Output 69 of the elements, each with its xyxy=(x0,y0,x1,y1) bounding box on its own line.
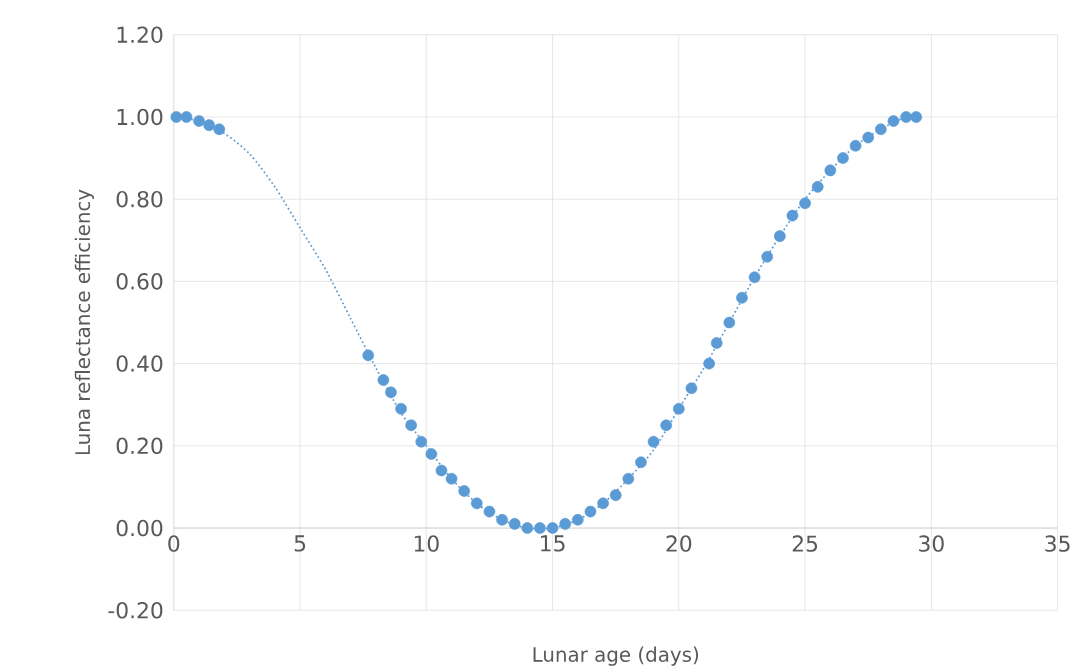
y-tick-label: 0.80 xyxy=(116,191,163,208)
point xyxy=(425,448,438,460)
point xyxy=(521,522,534,534)
y-tick-label: 0.20 xyxy=(116,437,163,455)
y-tick-label: 1.20 xyxy=(117,26,163,44)
y-axis-title: Luna reflectance efficiency xyxy=(74,189,94,455)
point xyxy=(647,435,660,448)
point xyxy=(609,489,622,502)
point xyxy=(875,123,887,136)
point xyxy=(824,164,837,177)
x-tick-label: 25 xyxy=(792,535,818,552)
y-tick-label: 0.60 xyxy=(116,273,163,290)
point xyxy=(799,197,811,210)
point xyxy=(483,505,496,518)
point xyxy=(377,374,390,386)
point xyxy=(180,111,193,123)
point xyxy=(584,505,597,518)
point xyxy=(660,419,673,432)
x-tick-label: 30 xyxy=(919,535,944,552)
point xyxy=(559,518,572,530)
point xyxy=(193,115,205,127)
point xyxy=(470,497,483,510)
point xyxy=(415,435,428,448)
point xyxy=(170,111,183,123)
point xyxy=(496,514,508,526)
point xyxy=(534,522,546,534)
point xyxy=(405,419,417,432)
point xyxy=(761,250,774,263)
point xyxy=(887,115,900,127)
x-axis-title: Lunar age (days) xyxy=(533,646,699,666)
point xyxy=(910,111,923,123)
y-tick-label: 0.00 xyxy=(116,519,163,537)
point xyxy=(900,111,912,123)
point xyxy=(362,349,375,362)
point xyxy=(213,123,226,136)
x-tick-label: 20 xyxy=(666,535,692,552)
point xyxy=(635,456,647,469)
point xyxy=(710,337,723,349)
point xyxy=(849,139,862,152)
point xyxy=(811,181,824,193)
y-tick-label: 1.00 xyxy=(117,108,163,126)
x-tick-label: 0 xyxy=(168,535,180,552)
point xyxy=(837,152,849,164)
point xyxy=(203,119,215,132)
x-tick-label: 15 xyxy=(541,535,565,552)
point xyxy=(748,271,761,284)
point xyxy=(685,382,698,395)
point xyxy=(862,131,875,144)
point xyxy=(673,403,685,415)
y-tick-label: 0.40 xyxy=(116,355,163,372)
point xyxy=(395,403,407,415)
point xyxy=(546,522,559,534)
point xyxy=(597,497,609,510)
point xyxy=(445,472,458,485)
point xyxy=(622,472,635,485)
point xyxy=(723,316,736,329)
point xyxy=(435,464,448,477)
point xyxy=(571,514,584,526)
point xyxy=(703,357,715,370)
x-tick-label: 35 xyxy=(1045,535,1070,552)
point xyxy=(786,209,799,222)
point xyxy=(736,292,748,304)
y-tick-label: -0.20 xyxy=(108,602,163,619)
point xyxy=(385,386,397,399)
point xyxy=(508,518,521,530)
x-tick-label: 10 xyxy=(414,535,439,552)
x-tick-label: 5 xyxy=(294,535,306,552)
point xyxy=(774,230,786,243)
point xyxy=(458,485,471,497)
